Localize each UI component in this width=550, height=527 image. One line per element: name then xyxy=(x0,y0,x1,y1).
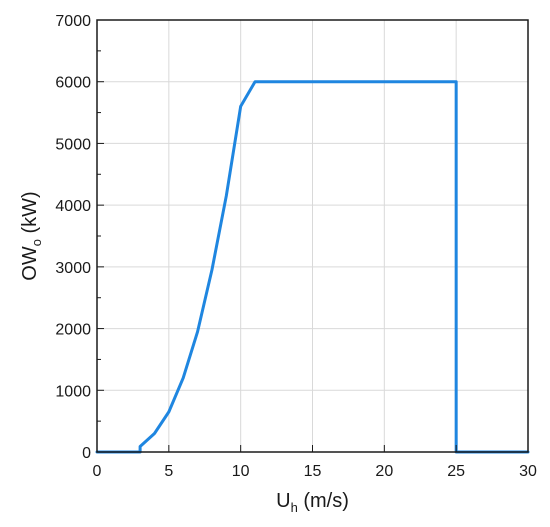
gridlines xyxy=(97,20,528,452)
y-tick-label: 3000 xyxy=(55,260,91,277)
x-axis-title: Uh (m/s) xyxy=(276,490,349,515)
x-tick-label: 5 xyxy=(164,463,173,480)
x-tick-label: 25 xyxy=(447,463,465,480)
y-tick-label: 7000 xyxy=(55,13,91,30)
x-axis-title-main: U xyxy=(276,490,290,512)
tick-labels: 0 5 10 15 20 25 30 0 1000 2000 3000 4000 5000 6000 700… xyxy=(55,13,537,480)
series-line xyxy=(95,80,530,454)
y-tick-label: 5000 xyxy=(55,136,91,153)
y-tick-label: 4000 xyxy=(55,198,91,215)
y-axis-title: OWo (kW) xyxy=(19,191,44,280)
y-tick-label: 1000 xyxy=(55,383,91,400)
x-tick-label: 10 xyxy=(232,463,250,480)
y-axis-title-unit: (kW) xyxy=(19,191,41,239)
y-axis-title-main: OW xyxy=(19,246,41,281)
series-layer xyxy=(95,80,530,454)
axes xyxy=(96,19,529,453)
y-axis-title-subscript: o xyxy=(29,239,44,246)
x-tick-label: 20 xyxy=(375,463,393,480)
y-tick-label: 0 xyxy=(82,445,91,462)
x-tick-label: 0 xyxy=(93,463,102,480)
x-tick-label: 15 xyxy=(304,463,322,480)
x-axis-title-unit: (m/s) xyxy=(298,490,349,512)
y-tick-label: 2000 xyxy=(55,322,91,339)
x-axis-title-subscript: h xyxy=(291,500,298,515)
x-tick-label: 30 xyxy=(519,463,537,480)
y-tick-label: 6000 xyxy=(55,75,91,92)
